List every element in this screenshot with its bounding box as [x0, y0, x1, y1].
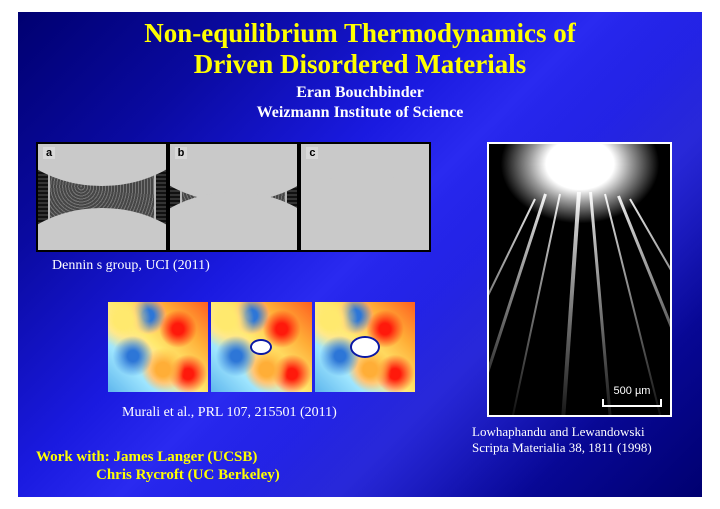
- slide: Non-equilibrium Thermodynamics of Driven…: [0, 0, 720, 509]
- credits: Work with: James Langer (UCSB) Chris Ryc…: [36, 448, 280, 486]
- title-line-2: Driven Disordered Materials: [194, 49, 526, 79]
- caption-lowha-line1: Lowhaphandu and Lewandowski: [472, 424, 645, 439]
- foam-panel-a: a: [38, 144, 166, 250]
- title: Non-equilibrium Thermodynamics of Driven…: [18, 12, 702, 80]
- heatmap-panel-3: [315, 302, 415, 392]
- credits-line-1: Work with: James Langer (UCSB): [36, 449, 257, 465]
- foam-panel-strip: a b c: [36, 142, 431, 252]
- fracture-image: 500 µm: [487, 142, 672, 417]
- foam-panel-c: c: [301, 144, 429, 250]
- scalebar: 500 µm: [602, 399, 662, 407]
- foam-panel-b: b: [170, 144, 298, 250]
- slide-background: Non-equilibrium Thermodynamics of Driven…: [18, 12, 702, 497]
- author: Eran Bouchbinder: [18, 84, 702, 102]
- scalebar-text: 500 µm: [614, 385, 651, 397]
- affiliation: Weizmann Institute of Science: [18, 104, 702, 122]
- panel-label-a: a: [43, 147, 55, 159]
- panel-label-b: b: [175, 147, 188, 159]
- credits-line-2: Chris Rycroft (UC Berkeley): [36, 467, 280, 483]
- heatmap-strip: [108, 302, 415, 392]
- caption-dennin: Dennin s group, UCI (2011): [52, 258, 210, 274]
- caption-murali: Murali et al., PRL 107, 215501 (2011): [122, 405, 337, 421]
- caption-lowha-line2: Scripta Materialia 38, 1811 (1998): [472, 440, 652, 455]
- heatmap-panel-2: [211, 302, 311, 392]
- panel-label-c: c: [306, 147, 318, 159]
- heatmap-panel-1: [108, 302, 208, 392]
- caption-lowhaphandu: Lowhaphandu and Lewandowski Scripta Mate…: [472, 424, 672, 457]
- title-line-1: Non-equilibrium Thermodynamics of: [144, 18, 576, 48]
